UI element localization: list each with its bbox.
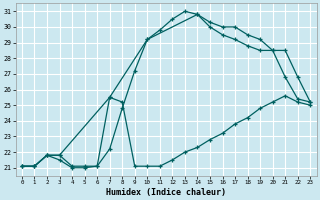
X-axis label: Humidex (Indice chaleur): Humidex (Indice chaleur) [106,188,226,197]
